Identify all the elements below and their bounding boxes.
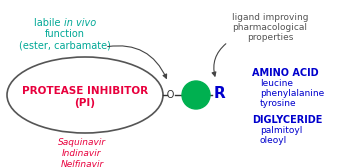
Text: properties: properties <box>247 33 293 42</box>
Text: (ester, carbamate): (ester, carbamate) <box>19 40 111 50</box>
Text: -O-: -O- <box>164 90 179 100</box>
Text: Nelfinavir: Nelfinavir <box>60 160 104 167</box>
FancyArrowPatch shape <box>212 44 226 76</box>
Text: ligand improving: ligand improving <box>232 13 308 22</box>
Text: function: function <box>45 29 85 39</box>
Text: labile: labile <box>34 18 64 28</box>
Text: DIGLYCERIDE: DIGLYCERIDE <box>252 115 322 125</box>
Text: in vivo: in vivo <box>64 18 96 28</box>
Text: (PI): (PI) <box>74 98 95 108</box>
Circle shape <box>182 81 210 109</box>
Text: Indinavir: Indinavir <box>62 149 102 158</box>
Text: palmitoyl: palmitoyl <box>260 126 302 135</box>
Text: Saquinavir: Saquinavir <box>58 138 106 147</box>
Text: phenylalanine: phenylalanine <box>260 89 324 98</box>
Text: PROTEASE INHIBITOR: PROTEASE INHIBITOR <box>22 86 148 96</box>
FancyArrowPatch shape <box>108 46 167 78</box>
Text: AMINO ACID: AMINO ACID <box>252 68 319 78</box>
Text: pharmacological: pharmacological <box>232 23 308 32</box>
Text: tyrosine: tyrosine <box>260 99 296 108</box>
Text: oleoyl: oleoyl <box>260 136 287 145</box>
Text: leucine: leucine <box>260 79 293 88</box>
Text: R: R <box>214 87 226 102</box>
